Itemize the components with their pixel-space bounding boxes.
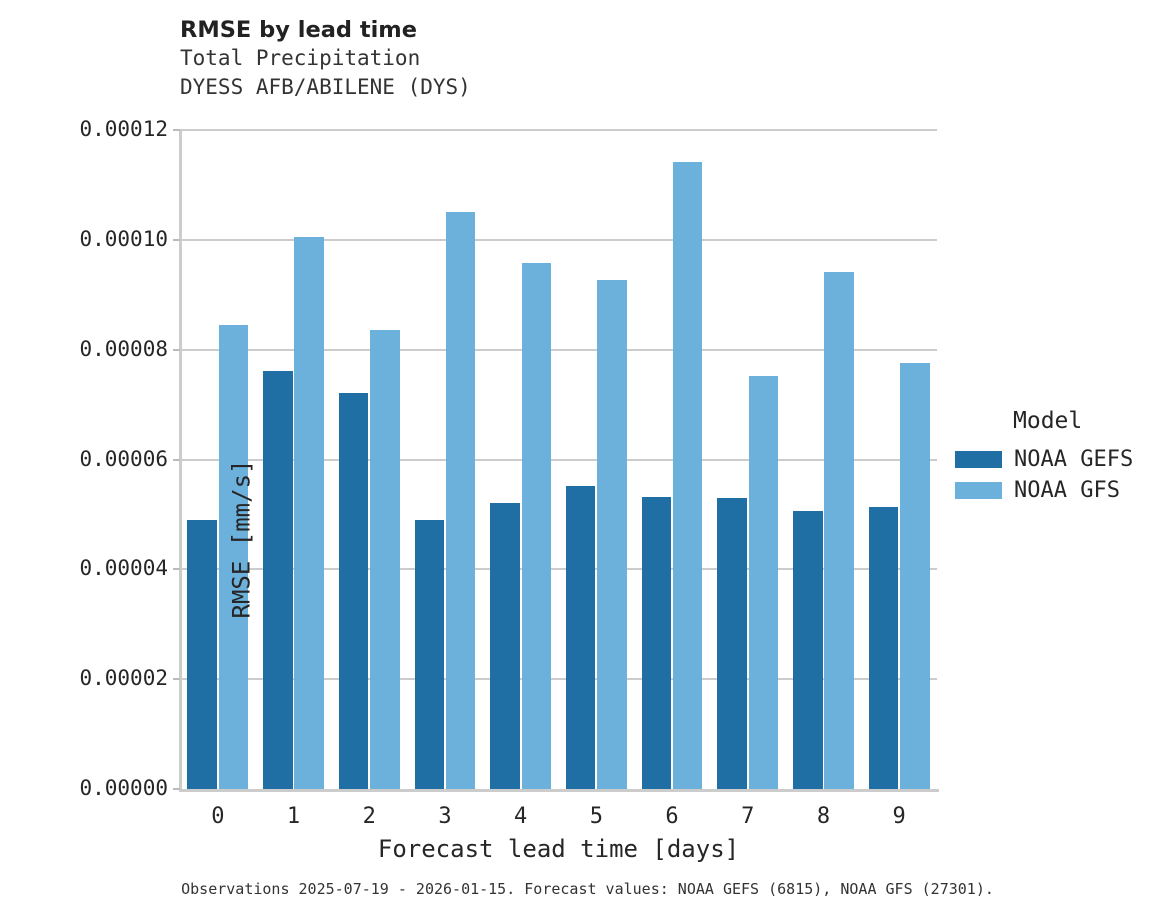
x-tick-label: 0: [211, 804, 225, 829]
x-tick-label: 5: [589, 804, 603, 829]
y-tick-mark: [173, 348, 180, 351]
bar-noaa-gefs-lead-6[interactable]: [641, 496, 672, 789]
y-tick-label: 0.00010: [79, 226, 168, 251]
bar-noaa-gfs-lead-3[interactable]: [445, 211, 476, 789]
gridline: [180, 238, 937, 241]
y-tick-mark: [173, 788, 180, 790]
y-tick-label: 0.00004: [79, 556, 168, 581]
bar-noaa-gefs-lead-0[interactable]: [187, 519, 217, 789]
x-tick-label: 9: [892, 804, 906, 829]
x-tick-label: 1: [286, 804, 301, 829]
legend-swatch-icon-gefs: [955, 451, 1002, 468]
legend-title: Model: [1013, 408, 1083, 434]
legend-swatch-icon-gfs: [955, 482, 1002, 499]
bar-noaa-gefs-lead-1[interactable]: [263, 371, 293, 789]
bar-noaa-gfs-lead-4[interactable]: [521, 262, 552, 789]
y-tick-label: 0.00002: [79, 666, 168, 691]
bar-noaa-gefs-lead-9[interactable]: [868, 507, 899, 789]
x-tick-label: 8: [816, 804, 831, 829]
bar-noaa-gfs-lead-8[interactable]: [824, 271, 854, 789]
y-tick-mark: [173, 678, 180, 681]
bar-noaa-gfs-lead-5[interactable]: [597, 279, 627, 789]
x-tick-label: 3: [438, 804, 452, 829]
y-axis-title: RMSE [mm/s]: [227, 459, 256, 619]
bar-noaa-gefs-lead-3[interactable]: [414, 519, 445, 789]
x-axis-title: Forecast lead time [days]: [377, 835, 740, 863]
x-tick-label: 2: [362, 804, 376, 829]
bar-noaa-gefs-lead-5[interactable]: [565, 485, 596, 789]
x-tick-label: 7: [741, 804, 755, 829]
chart-subtitle-station: DYESS AFB/ABILENE (DYS): [180, 75, 471, 99]
y-tick-mark: [173, 568, 180, 571]
chart-title: RMSE by lead time: [180, 17, 417, 43]
bar-noaa-gefs-lead-4[interactable]: [490, 502, 520, 789]
bar-noaa-gfs-lead-9[interactable]: [900, 362, 930, 789]
y-tick-label: 0.00000: [79, 776, 168, 800]
gridline: [180, 348, 937, 351]
gridline: [180, 678, 937, 681]
bar-noaa-gfs-lead-1[interactable]: [294, 237, 324, 789]
gridline: [180, 568, 937, 571]
gridline: [180, 129, 937, 131]
x-axis-line: [179, 788, 939, 792]
bar-noaa-gefs-lead-7[interactable]: [717, 497, 747, 789]
footer-note: Observations 2025-07-19 - 2026-01-15. Fo…: [181, 880, 994, 898]
y-tick-label: 0.00012: [79, 117, 168, 141]
y-tick-mark: [173, 458, 180, 461]
bar-noaa-gefs-lead-2[interactable]: [338, 393, 369, 789]
plot-area: 0.00000 0.00002 0.00004 0.00006 0.00008 0.000…: [79, 117, 939, 829]
y-tick-label: 0.00006: [79, 446, 168, 471]
bar-noaa-gfs-lead-0[interactable]: [218, 324, 249, 789]
x-tick-label: 6: [665, 804, 679, 829]
title-block: RMSE by lead time Total Precipitation DY…: [180, 16, 471, 102]
legend-label-gefs: NOAA GEFS: [1014, 447, 1134, 472]
x-tick-label: 4: [514, 804, 528, 829]
legend-label-gfs: NOAA GFS: [1014, 478, 1120, 503]
bar-noaa-gfs-lead-7[interactable]: [748, 376, 779, 789]
legend-item-noaa-gefs[interactable]: NOAA GEFS: [955, 444, 1175, 475]
bar-noaa-gefs-lead-8[interactable]: [793, 511, 823, 789]
bar-noaa-gfs-lead-6[interactable]: [672, 161, 703, 789]
gridline: [180, 458, 937, 461]
legend: Model NOAA GEFS NOAA GFS: [955, 408, 1175, 506]
y-tick-label: 0.00008: [79, 336, 168, 361]
y-tick-mark: [173, 129, 180, 131]
y-tick-mark: [173, 238, 180, 241]
legend-item-noaa-gfs[interactable]: NOAA GFS: [955, 475, 1175, 506]
bar-noaa-gfs-lead-2[interactable]: [370, 329, 400, 789]
chart-subtitle-variable: Total Precipitation: [180, 46, 421, 70]
